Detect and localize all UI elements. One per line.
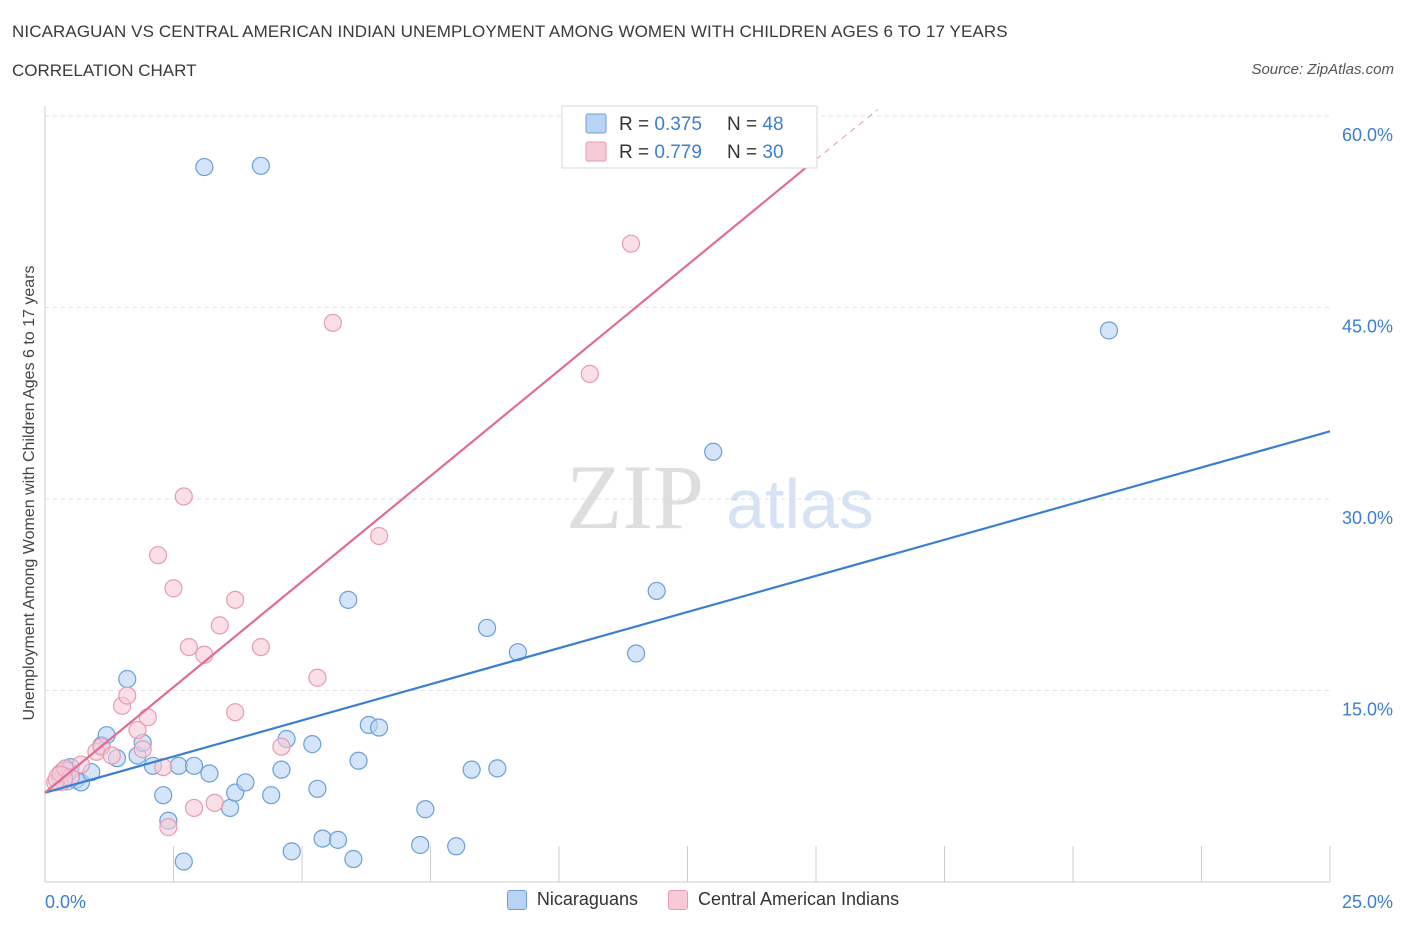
cai-point-31	[621, 234, 641, 253]
watermark-atlas: atlas	[726, 465, 874, 543]
cai-point-21	[205, 793, 224, 812]
cai-point-18	[179, 637, 199, 657]
legend-item-nicaraguans: Nicaraguans	[506, 889, 638, 910]
stats-n-value-1: 48	[762, 114, 783, 135]
nicaraguans-point-28	[303, 735, 322, 754]
y-tick-label-1: 30.0%	[1342, 508, 1393, 528]
nicaraguans-point-23	[251, 156, 270, 175]
stats-legend: R = 0.375 N = 48 R = 0.779 N = 30	[561, 105, 818, 169]
cai-point-9	[118, 686, 137, 705]
chart-subtitle: CORRELATION CHART	[12, 61, 197, 80]
stats-n-label-2: N =	[727, 142, 762, 163]
stats-legend-swatch-nicaraguans	[585, 113, 607, 134]
stats-n-label-1: N =	[727, 114, 762, 135]
bottom-legend: Nicaraguans Central American Indians	[0, 889, 1406, 910]
nicaraguans-point-36	[370, 718, 389, 737]
stats-r-label-1: R =	[619, 114, 654, 135]
nicaraguans-point-33	[344, 849, 363, 869]
nicaraguans-point-39	[447, 837, 466, 856]
cai-point-28	[323, 313, 342, 332]
legend-label-central-american-indians: Central American Indians	[697, 889, 900, 909]
cai-point-23	[226, 703, 245, 722]
y-tick-label-3: 60.0%	[1342, 125, 1393, 145]
legend-item-central-american-indians: Central American Indians	[667, 889, 900, 910]
nicaraguans-point-20	[220, 798, 240, 818]
nicaraguans-point-46	[704, 442, 723, 461]
nicaraguans-point-30	[313, 829, 332, 848]
svg-text:R = 0.375: R = 0.375	[619, 114, 702, 135]
nicaraguans-point-44	[626, 644, 646, 663]
nicaraguans-point-41	[477, 618, 497, 638]
cai-point-25	[251, 637, 270, 657]
trend-lines	[44, 109, 1331, 794]
cai-point-13	[148, 546, 168, 565]
cai-point-17	[174, 487, 193, 506]
svg-text:N = 30: N = 30	[727, 142, 784, 163]
y-tick-label-0: 15.0%	[1342, 700, 1393, 720]
cai-point-24	[226, 590, 245, 609]
chart-title: NICARAGUAN VS CENTRAL AMERICAN INDIAN UN…	[12, 22, 1008, 41]
cai-point-7	[102, 746, 121, 765]
legend-label-nicaraguans: Nicaraguans	[536, 889, 638, 909]
nicaraguans-point-9	[118, 669, 137, 689]
nicaraguans-point-37	[411, 835, 430, 855]
nicaraguans-point-24	[262, 786, 281, 805]
cai-point-27	[308, 668, 327, 687]
cai-point-10	[128, 720, 147, 740]
cai-point-26	[272, 737, 291, 756]
nicaraguans-point-42	[488, 759, 507, 778]
cai-point-11	[133, 740, 152, 759]
nicaraguans-point-34	[349, 751, 368, 770]
cai-point-15	[159, 818, 178, 837]
legend-swatch-nicaraguans	[506, 889, 527, 910]
svg-text:N = 48: N = 48	[727, 114, 784, 135]
tick-labels: 15.0% 30.0% 45.0% 60.0% 0.0% 25.0%	[45, 125, 1393, 912]
svg-text:R = 0.779: R = 0.779	[619, 142, 702, 163]
nicaraguans-point-45	[647, 581, 666, 601]
trend-line-nicaraguans	[44, 430, 1331, 794]
stats-r-value-1: 0.375	[654, 114, 702, 135]
x-tick-label-min: 0.0%	[45, 892, 86, 912]
nicaraguans-point-17	[184, 756, 204, 775]
central-american-indians-points	[46, 234, 641, 837]
source-label: Source: ZipAtlas.com	[1251, 61, 1394, 78]
trend-line-cai	[44, 158, 817, 794]
nicaraguans-point-18	[200, 764, 219, 783]
nicaraguans-point-22	[236, 773, 255, 792]
nicaraguans-point-19	[195, 157, 214, 177]
nicaraguans-point-13	[154, 786, 173, 805]
cai-point-12	[138, 708, 157, 727]
nicaraguans-point-47	[1099, 321, 1119, 340]
nicaraguans-point-38	[416, 800, 435, 819]
y-tick-label-2: 45.0%	[1342, 317, 1393, 337]
nicaraguans-point-40	[462, 760, 481, 779]
nicaraguans-point-26	[282, 842, 301, 861]
axes	[44, 106, 1331, 883]
y-axis-label: Unemployment Among Women with Children A…	[21, 265, 38, 721]
cai-point-16	[164, 579, 183, 598]
stats-r-label-2: R =	[619, 142, 654, 163]
nicaraguans-point-29	[308, 779, 327, 798]
cai-point-19	[184, 798, 204, 818]
stats-r-value-2: 0.779	[654, 142, 702, 163]
x-tick-label-max: 25.0%	[1342, 892, 1393, 912]
nicaraguans-point-15	[169, 756, 188, 775]
watermark: ZIP atlas	[566, 446, 874, 548]
nicaraguans-point-32	[339, 590, 358, 609]
nicaraguans-point-31	[328, 830, 348, 849]
stats-legend-swatch-cai	[585, 141, 607, 162]
cai-point-29	[370, 526, 389, 546]
cai-point-22	[210, 616, 229, 635]
watermark-zip: ZIP	[566, 446, 704, 548]
legend-swatch-central-american-indians	[667, 889, 688, 910]
nicaraguans-point-25	[272, 760, 291, 779]
nicaraguans-point-16	[174, 852, 193, 871]
trend-line-cai-extension	[815, 109, 879, 160]
cai-point-30	[580, 364, 599, 383]
stats-n-value-2: 30	[762, 142, 783, 163]
